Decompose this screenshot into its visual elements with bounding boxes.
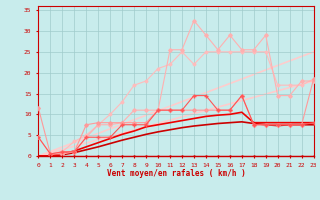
X-axis label: Vent moyen/en rafales ( km/h ): Vent moyen/en rafales ( km/h ) [107,169,245,178]
